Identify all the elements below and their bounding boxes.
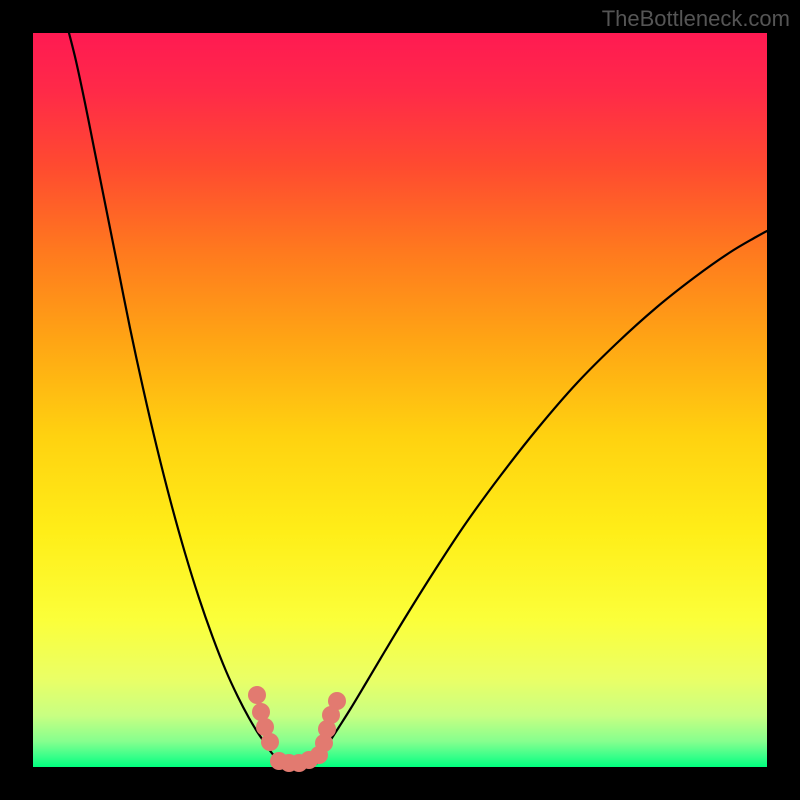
right-curve-line	[318, 231, 767, 758]
outer-frame: TheBottleneck.com	[0, 0, 800, 800]
marker-dot	[328, 692, 346, 710]
chart-svg	[33, 33, 767, 767]
plot-area	[33, 33, 767, 767]
marker-dot	[261, 733, 279, 751]
marker-dot	[248, 686, 266, 704]
watermark-text: TheBottleneck.com	[602, 6, 790, 32]
marker-group	[248, 686, 346, 772]
left-curve-line	[69, 33, 276, 758]
